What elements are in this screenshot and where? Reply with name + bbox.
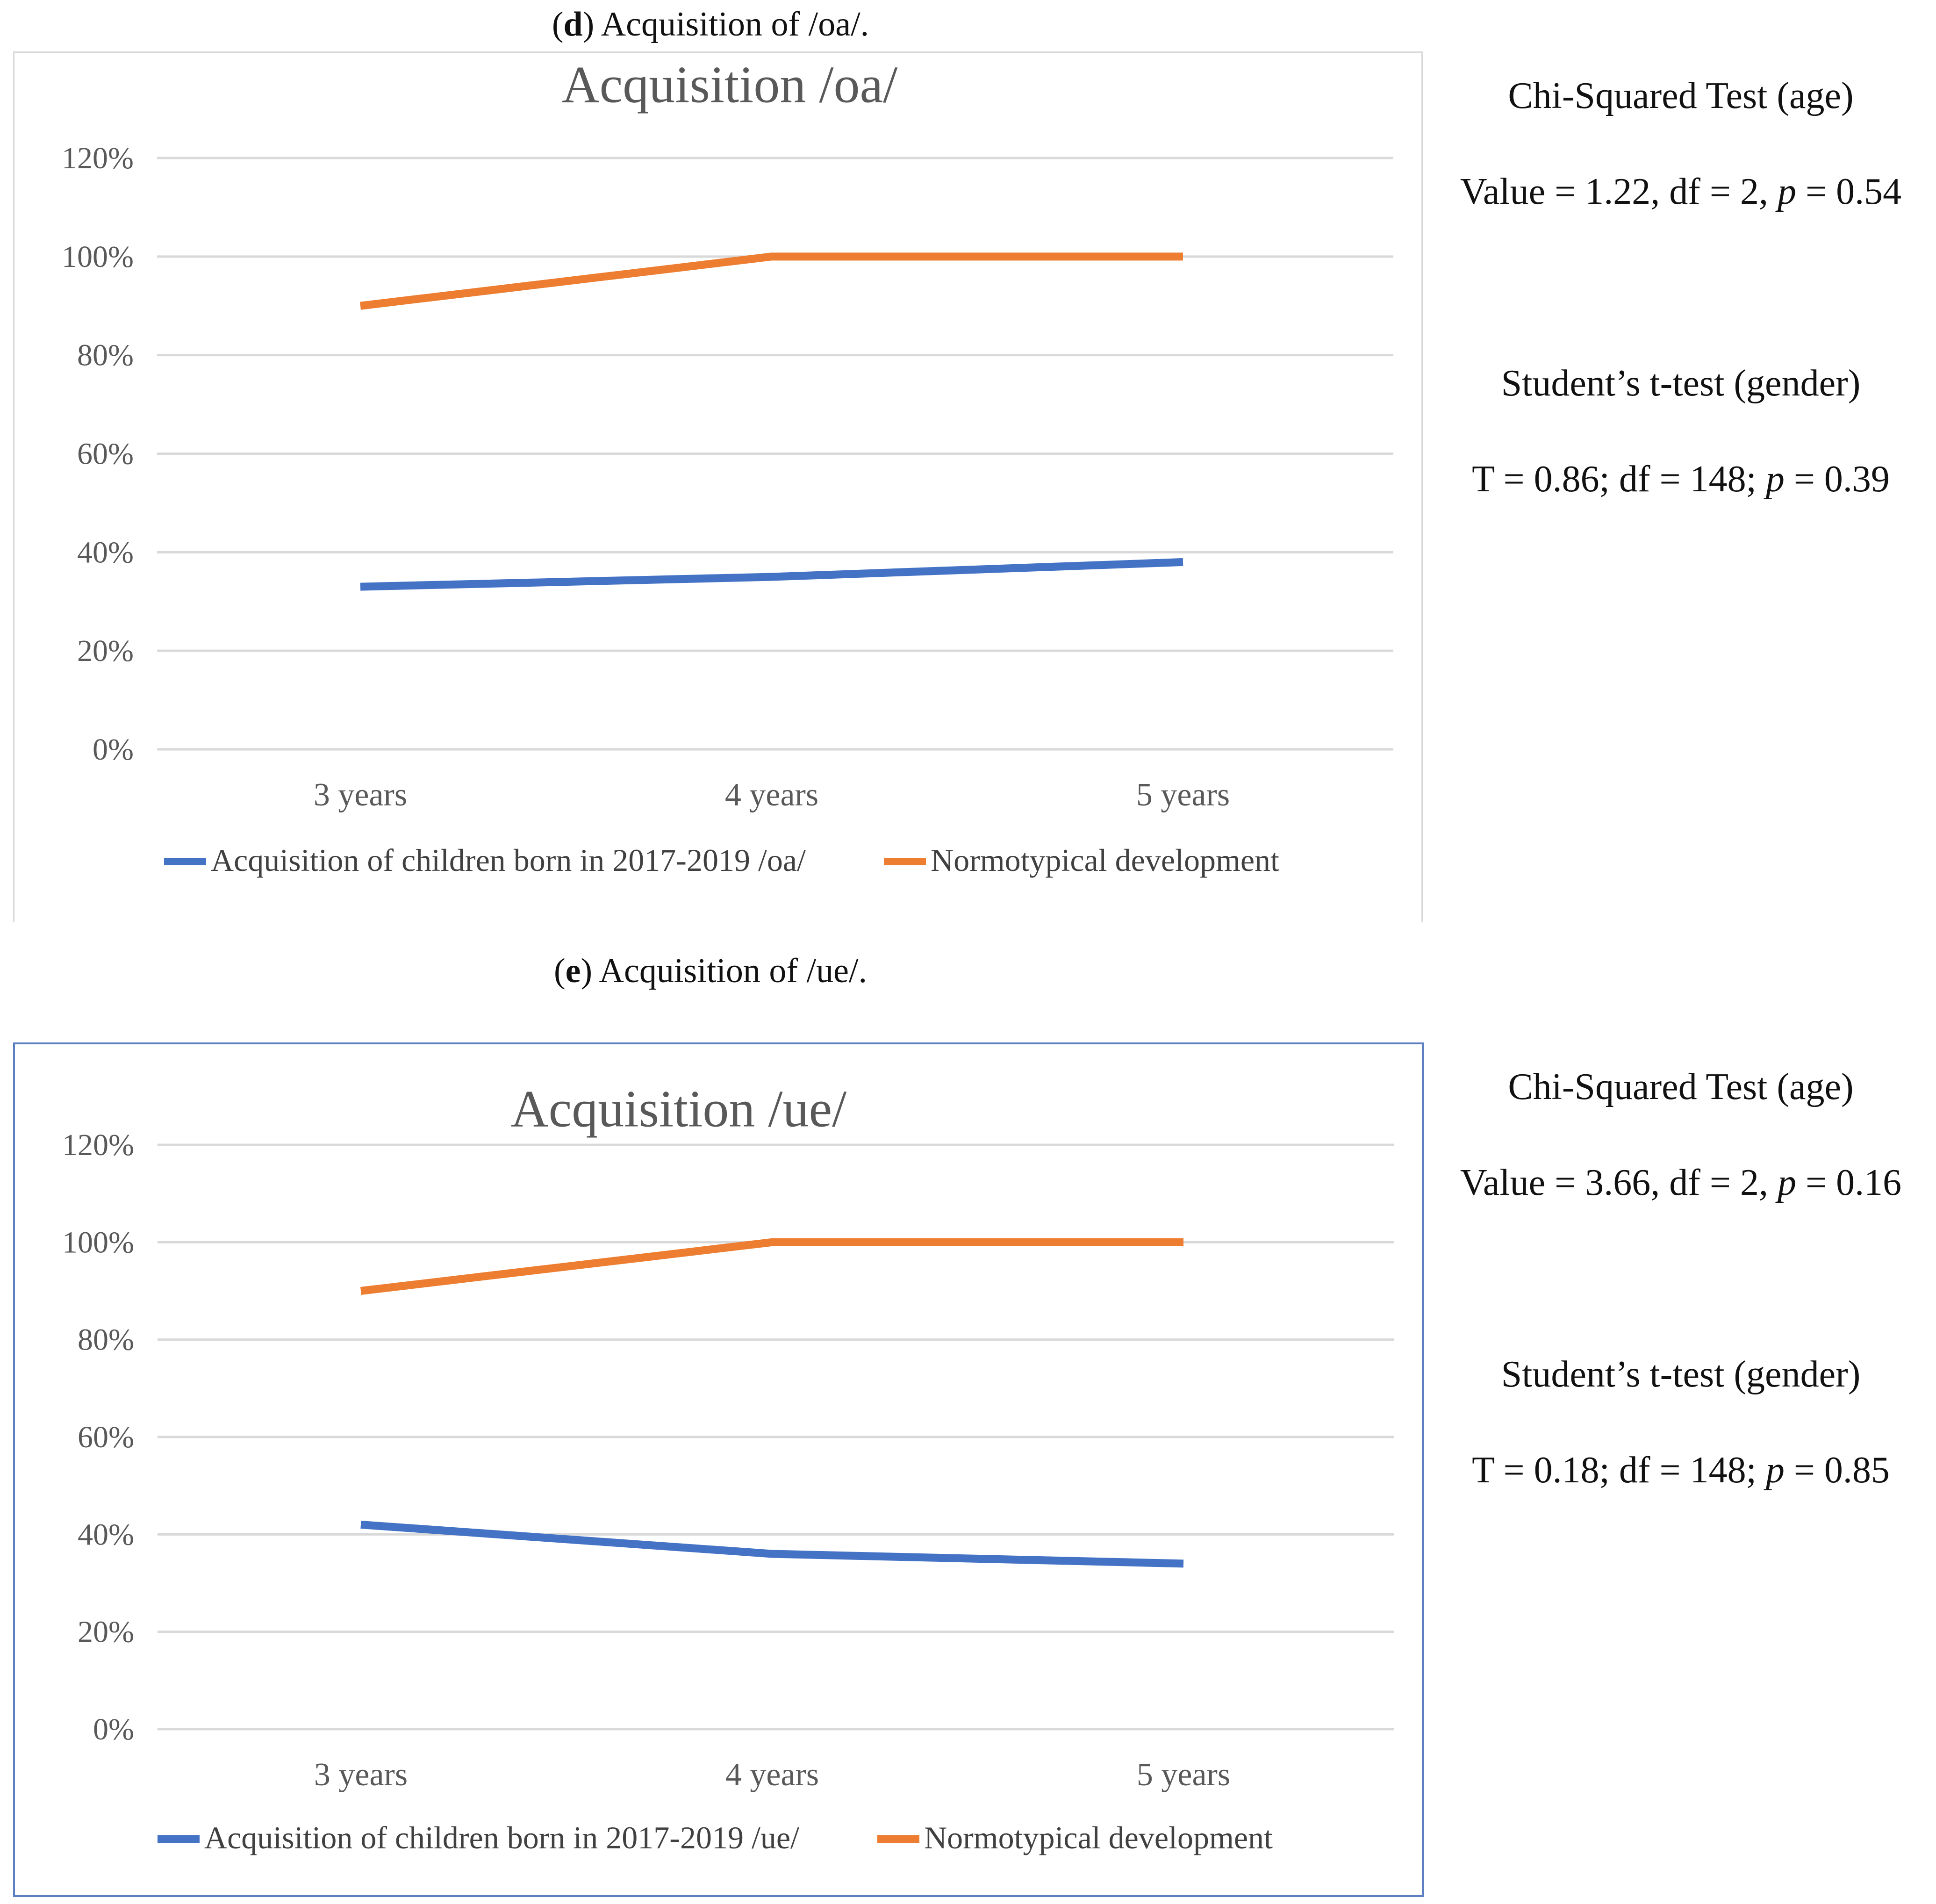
caption-e: (e) Acquisition of /ue/. — [0, 951, 1421, 991]
chart-oa: Acquisition /oa/0% 20% 40% 60% 80% 100% 120% 3 … — [62, 56, 1393, 878]
y-tick-label: 40% — [77, 535, 134, 569]
caption-open: ( — [553, 952, 566, 990]
x-tick-label: 5 years — [1137, 1757, 1230, 1793]
chart-frame-e: Acquisition /ue/0% 20% 40% 60% 80% 100% 120% 3 … — [13, 1042, 1424, 1897]
chi-title: Chi-Squared Test (age) — [1508, 1066, 1854, 1107]
y-tick-label: 0% — [93, 733, 134, 767]
y-tick-label: 0% — [93, 1712, 134, 1746]
series-line — [360, 558, 1183, 591]
y-tick-label: 60% — [77, 437, 134, 471]
series-line — [359, 252, 1183, 310]
chi-p-label: p — [1777, 1162, 1796, 1203]
x-tick-label: 5 years — [1136, 777, 1230, 813]
x-tick-label: 3 years — [314, 777, 407, 813]
chi-p-value: = 0.54 — [1796, 171, 1902, 212]
caption-text: ) Acquisition of /oa/. — [582, 5, 869, 43]
y-tick-label: 80% — [78, 1323, 134, 1357]
t-p-label: p — [1765, 1450, 1785, 1491]
y-tick-label: 20% — [77, 634, 134, 668]
chart-title: Acquisition /oa/ — [562, 56, 898, 114]
caption-open: ( — [552, 5, 564, 43]
chi-value: Value = 3.66, df = 2, — [1460, 1162, 1778, 1203]
t-p-value: = 0.39 — [1784, 459, 1890, 500]
caption-letter: d — [563, 5, 583, 43]
t-value: T = 0.18; df = 148; — [1472, 1450, 1766, 1491]
chi-p-value: = 0.16 — [1796, 1162, 1902, 1203]
y-tick-label: 20% — [78, 1615, 134, 1649]
chi-p-label: p — [1777, 171, 1796, 212]
caption-letter: e — [565, 952, 581, 990]
y-tick-label: 120% — [62, 1128, 134, 1162]
chi-result: Value = 3.66, df = 2, p = 0.16 — [1426, 1162, 1936, 1204]
x-tick-label: 4 years — [725, 1757, 819, 1793]
chart-title: Acquisition /ue/ — [511, 1080, 847, 1138]
y-tick-label: 100% — [62, 1225, 134, 1259]
chi-value: Value = 1.22, df = 2, — [1460, 171, 1778, 212]
caption-d: (d) Acquisition of /oa/. — [0, 5, 1421, 44]
y-tick-label: 80% — [77, 338, 134, 373]
x-tick-label: 3 years — [314, 1757, 408, 1793]
legend-label: Acquisition of children born in 2017-201… — [211, 842, 806, 878]
t-p-label: p — [1765, 459, 1785, 500]
chi-title: Chi-Squared Test (age) — [1508, 75, 1854, 116]
y-tick-label: 120% — [62, 141, 134, 175]
chi-result: Value = 1.22, df = 2, p = 0.54 — [1426, 171, 1936, 213]
t-title: Student’s t-test (gender) — [1501, 363, 1861, 404]
y-tick-label: 60% — [78, 1420, 134, 1454]
t-result: T = 0.86; df = 148; p = 0.39 — [1426, 458, 1936, 501]
x-tick-label: 4 years — [725, 777, 818, 813]
series-line — [360, 1238, 1183, 1295]
legend-label: Normotypical development — [924, 1820, 1273, 1855]
chart-frame-d: Acquisition /oa/0% 20% 40% 60% 80% 100% 120% 3 … — [13, 51, 1423, 922]
legend-label: Normotypical development — [931, 842, 1279, 878]
y-tick-label: 40% — [78, 1517, 134, 1552]
y-tick-label: 100% — [62, 240, 134, 274]
chart-ue: Acquisition /ue/0% 20% 40% 60% 80% 100% 120% 3 … — [62, 1080, 1394, 1855]
legend-label: Acquisition of children born in 2017-201… — [204, 1820, 799, 1855]
t-title: Student’s t-test (gender) — [1501, 1354, 1861, 1395]
t-p-value: = 0.85 — [1784, 1450, 1890, 1491]
caption-text: ) Acquisition of /ue/. — [581, 952, 868, 990]
series-line — [360, 1521, 1184, 1568]
t-result: T = 0.18; df = 148; p = 0.85 — [1426, 1449, 1936, 1492]
t-value: T = 0.86; df = 148; — [1472, 459, 1766, 500]
